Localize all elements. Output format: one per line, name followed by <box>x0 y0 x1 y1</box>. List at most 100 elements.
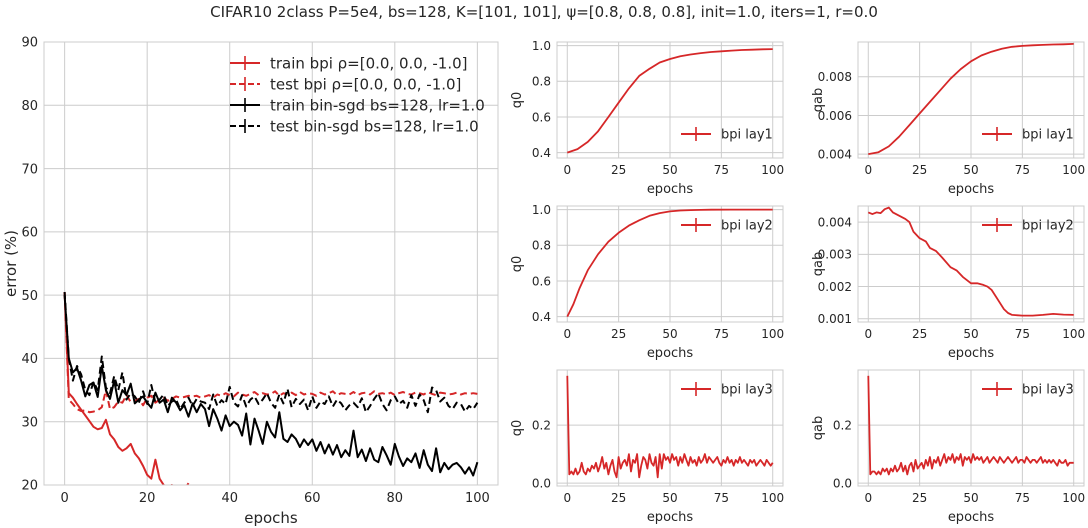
legend-label: bpi lay2 <box>721 219 773 234</box>
y-tick-label: 0.001 <box>818 312 852 326</box>
x-tick-label: 100 <box>761 327 784 341</box>
x-tick-label: 25 <box>611 163 626 177</box>
x-axis-label: epochs <box>647 182 694 197</box>
legend: bpi lay3 <box>681 382 773 398</box>
y-tick-label: 0.8 <box>532 239 551 253</box>
series-group <box>63 291 479 485</box>
panels: 0 20 40 60 80 100 20 30 40 50 60 70 80 90 epochs error … <box>2 36 1085 527</box>
plot-frame <box>857 41 1085 159</box>
legend: bpi lay2 <box>681 218 773 234</box>
x-tick-label: 75 <box>1015 327 1030 341</box>
y-tick-label: 0.8 <box>532 75 551 89</box>
x-tick-label: 75 <box>1015 491 1030 505</box>
legend-label: bpi lay3 <box>1022 383 1074 398</box>
series-group <box>868 43 1074 155</box>
x-tick-label: 75 <box>714 491 729 505</box>
legend: bpi lay1 <box>681 127 773 143</box>
series-group <box>867 375 1074 476</box>
y-tick-label: 0.006 <box>818 109 852 123</box>
legend-label: test bin-sgd bs=128, lr=1.0 <box>270 117 479 135</box>
chart-q0-lay3: 0 25 50 75 100 0.0 0.2 epochs q0 bpi lay3 <box>510 369 784 525</box>
y-tick-label: 30 <box>21 415 38 430</box>
series-line-0 <box>867 375 1074 476</box>
x-tick-label: 0 <box>864 163 872 177</box>
series-line-2 <box>63 295 479 477</box>
y-axis-label: q0 <box>510 92 525 109</box>
x-axis-label: epochs <box>948 182 995 197</box>
x-tick-label: 50 <box>662 491 677 505</box>
x-tick-label: 75 <box>714 163 729 177</box>
x-axis-label: epochs <box>948 346 995 361</box>
x-tick-label: 25 <box>611 327 626 341</box>
x-axis-label: epochs <box>647 510 694 525</box>
y-axis-label: error (%) <box>2 230 20 297</box>
plot-frame <box>556 41 784 159</box>
y-tick-label: 1.0 <box>532 39 551 53</box>
y-tick-label: 0.008 <box>818 70 852 84</box>
y-tick-label: 1.0 <box>532 203 551 217</box>
x-tick-label: 0 <box>563 491 571 505</box>
series-group <box>566 208 773 317</box>
x-tick-label: 100 <box>1062 327 1085 341</box>
y-tick-label: 0.004 <box>818 215 852 229</box>
y-tick-label: 0.2 <box>532 418 551 432</box>
x-tick-label: 100 <box>761 163 784 177</box>
plot-frame <box>556 205 784 323</box>
y-tick-label: 0.4 <box>532 146 551 160</box>
x-tick-label: 100 <box>1062 491 1085 505</box>
series-group <box>567 48 773 154</box>
y-axis-label: qab <box>811 88 826 112</box>
legend-label: bpi lay2 <box>1022 219 1074 234</box>
chart-qab-lay2: 0 25 50 75 100 0.001 0.002 0.003 0.004 epochs qab b… <box>811 205 1085 361</box>
x-tick-label: 100 <box>761 491 784 505</box>
x-tick-label: 40 <box>221 491 238 506</box>
x-tick-label: 0 <box>563 327 571 341</box>
series-line-0 <box>567 48 773 154</box>
x-tick-label: 25 <box>912 163 927 177</box>
series-line-0 <box>63 291 190 485</box>
x-tick-label: 0 <box>563 163 571 177</box>
chart-qab-lay1: 0 25 50 75 100 0.004 0.006 0.008 epochs qab bpi la… <box>811 41 1085 197</box>
x-tick-label: 20 <box>139 491 156 506</box>
x-tick-label: 25 <box>912 491 927 505</box>
x-tick-label: 50 <box>662 327 677 341</box>
y-axis-label: qab <box>811 416 826 440</box>
y-tick-label: 60 <box>21 226 38 241</box>
chart-q0-lay1: 0 25 50 75 100 0.4 0.6 0.8 1.0 epochs q0 bpi lay1 <box>510 39 784 197</box>
series-line-0 <box>868 43 1074 155</box>
legend-label: train bin-sgd bs=128, lr=1.0 <box>270 96 485 114</box>
x-tick-label: 0 <box>864 491 872 505</box>
chart-main: 0 20 40 60 80 100 20 30 40 50 60 70 80 90 epochs error … <box>2 36 499 527</box>
figure-title: CIFAR10 2class P=5e4, bs=128, K=[101, 10… <box>210 3 878 21</box>
series-line-0 <box>867 206 1074 317</box>
y-tick-label: 70 <box>21 162 38 177</box>
x-tick-label: 60 <box>304 491 321 506</box>
y-axis-label: qab <box>811 252 826 276</box>
y-tick-label: 90 <box>21 36 38 51</box>
y-tick-label: 50 <box>21 289 38 304</box>
legend: bpi lay1 <box>982 127 1074 143</box>
x-tick-label: 100 <box>465 491 490 506</box>
plot-frame <box>556 369 784 487</box>
y-tick-label: 0.6 <box>532 110 551 124</box>
x-axis-label: epochs <box>244 509 298 527</box>
plot-frame <box>857 205 1085 323</box>
legend: train bpi ρ=[0.0, 0.0, -1.0] test bpi ρ=[… <box>230 54 485 135</box>
chart-qab-lay3: 0 25 50 75 100 0.0 0.2 epochs qab bpi lay3 <box>811 369 1085 525</box>
y-tick-label: 0.003 <box>818 248 852 262</box>
y-axis-label: q0 <box>510 256 525 273</box>
series-group <box>566 375 774 479</box>
y-tick-label: 40 <box>21 352 38 367</box>
y-axis-label: q0 <box>510 420 525 437</box>
x-tick-label: 50 <box>963 491 978 505</box>
legend-label: bpi lay1 <box>1022 128 1074 143</box>
chart-q0-lay2: 0 25 50 75 100 0.4 0.6 0.8 1.0 epochs q0 bpi lay2 <box>510 203 784 361</box>
x-tick-label: 80 <box>387 491 404 506</box>
y-tick-label: 0.004 <box>818 147 852 161</box>
x-tick-label: 25 <box>611 491 626 505</box>
legend-label: test bpi ρ=[0.0, 0.0, -1.0] <box>270 75 461 93</box>
x-tick-label: 50 <box>963 327 978 341</box>
x-tick-label: 75 <box>1015 163 1030 177</box>
x-tick-label: 100 <box>1062 163 1085 177</box>
